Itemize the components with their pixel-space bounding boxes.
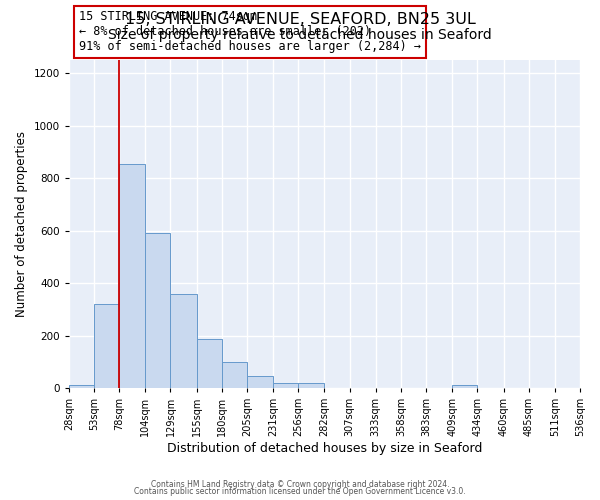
Bar [452, 386, 478, 388]
Bar [197, 340, 222, 388]
Text: 15 STIRLING AVENUE: 74sqm
← 8% of detached houses are smaller (202)
91% of semi-: 15 STIRLING AVENUE: 74sqm ← 8% of detach… [79, 10, 421, 54]
Bar [222, 362, 247, 388]
X-axis label: Distribution of detached houses by size in Seaford: Distribution of detached houses by size … [167, 442, 482, 455]
Bar [69, 386, 94, 388]
Bar [170, 294, 197, 388]
Bar [145, 233, 170, 388]
Text: Contains public sector information licensed under the Open Government Licence v3: Contains public sector information licen… [134, 487, 466, 496]
Text: Contains HM Land Registry data © Crown copyright and database right 2024.: Contains HM Land Registry data © Crown c… [151, 480, 449, 489]
Text: Size of property relative to detached houses in Seaford: Size of property relative to detached ho… [108, 28, 492, 42]
Y-axis label: Number of detached properties: Number of detached properties [15, 131, 28, 317]
Text: 15, STIRLING AVENUE, SEAFORD, BN25 3UL: 15, STIRLING AVENUE, SEAFORD, BN25 3UL [125, 12, 475, 28]
Bar [298, 383, 325, 388]
Bar [273, 383, 298, 388]
Bar [247, 376, 273, 388]
Bar [119, 164, 145, 388]
Bar [94, 304, 119, 388]
